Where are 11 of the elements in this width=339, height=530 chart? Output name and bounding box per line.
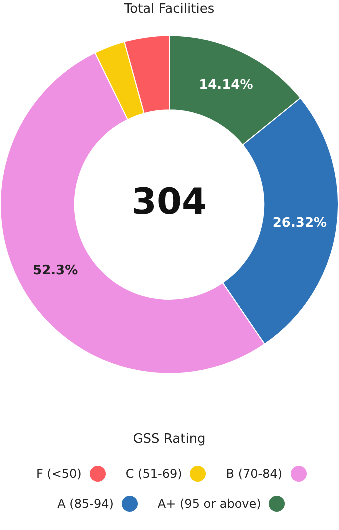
legend-label: B (70-84) bbox=[226, 467, 283, 481]
legend-label: A (85-94) bbox=[58, 497, 114, 511]
text: 304 bbox=[132, 182, 208, 224]
data-label: 26.32% bbox=[272, 216, 328, 232]
data-label: 52.3% bbox=[33, 263, 78, 278]
data-label: 14.14% bbox=[199, 78, 254, 94]
legend-label: C (51-69) bbox=[126, 467, 182, 481]
legend-label: A+ (95 or above) bbox=[158, 497, 262, 511]
chart-title: Total Facilities bbox=[123, 2, 215, 18]
legend-title: GSS Rating bbox=[132, 432, 207, 447]
legend-label: F (<50) bbox=[36, 467, 82, 481]
